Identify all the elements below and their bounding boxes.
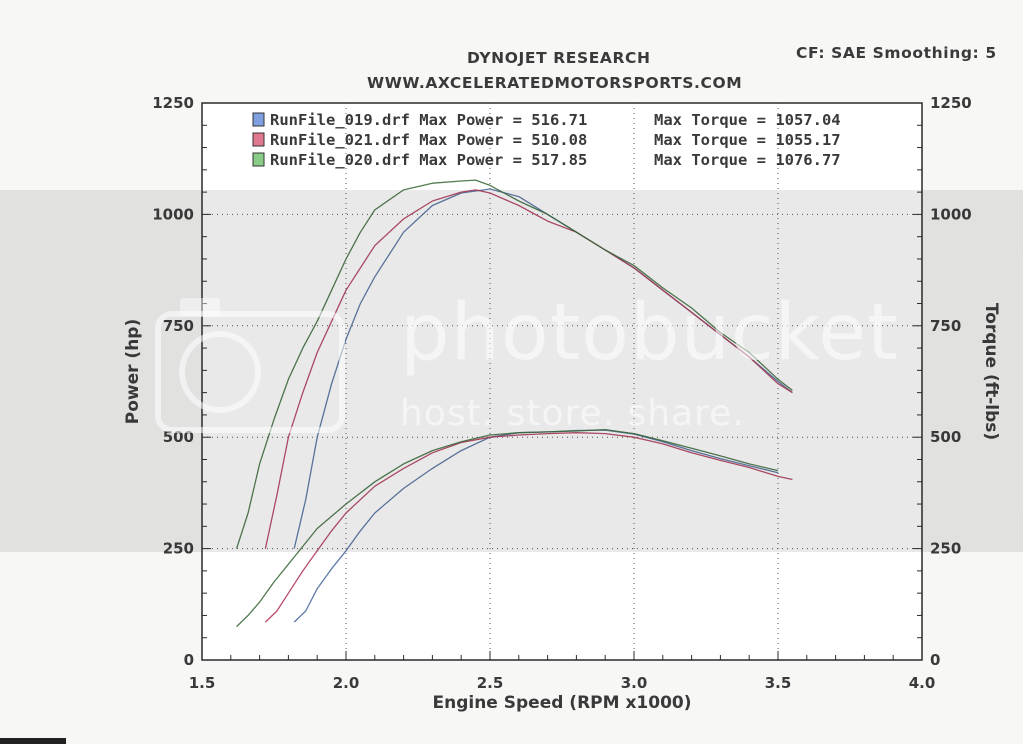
y-axis-title-right: Torque (ft-lbs) <box>981 303 1001 440</box>
legend-entry: RunFile_021.drf Max Power = 510.08 <box>270 131 587 149</box>
y-tick-label-right: 1250 <box>930 94 972 112</box>
y-tick-label-right: 250 <box>930 540 961 558</box>
x-tick-label: 2.5 <box>477 674 504 692</box>
y-tick-label-right: 750 <box>930 317 961 335</box>
y-tick-label-left: 500 <box>163 428 194 446</box>
series-line-power-2 <box>264 432 793 623</box>
scan-edge-mark <box>0 738 66 744</box>
y-tick-label-right: 1000 <box>930 205 972 223</box>
y-tick-label-right: 500 <box>930 428 961 446</box>
legend-swatch <box>252 132 265 147</box>
ticks-layer: 1.5 2.0 2.5 3.0 3.5 4.0 0 0 250 250 500 500 750 750 10… <box>152 94 972 692</box>
plot-frame <box>201 102 923 661</box>
x-axis-title: Engine Speed (RPM x1000) <box>432 693 691 713</box>
chart-title: DYNOJET RESEARCH <box>467 49 651 67</box>
legend-swatch <box>252 112 265 127</box>
y-axis-title-left: Power (hp) <box>123 319 143 425</box>
legend-entry: RunFile_020.drf Max Power = 517.85 <box>270 151 587 169</box>
legend-max-torque: Max Torque = 1055.17 <box>654 131 841 149</box>
x-tick-label: 3.5 <box>765 674 792 692</box>
y-tick-label-left: 1250 <box>152 94 194 112</box>
x-tick-label: 2.0 <box>333 674 360 692</box>
y-tick-label-left: 250 <box>163 540 194 558</box>
legend: RunFile_019.drf Max Power = 516.71 Max To… <box>252 111 841 169</box>
x-tick-label: 1.5 <box>189 674 216 692</box>
legend-max-torque: Max Torque = 1076.77 <box>654 151 841 169</box>
correction-factor-label: CF: SAE Smoothing: 5 <box>796 44 997 62</box>
series-line-power-3 <box>236 428 779 628</box>
x-tick-label: 4.0 <box>909 674 936 692</box>
watermark-brand: photobucket <box>400 288 899 378</box>
y-tick-label-left: 0 <box>184 651 194 669</box>
y-tick-label-left: 1000 <box>152 205 194 223</box>
legend-entry: RunFile_019.drf Max Power = 516.71 <box>270 111 587 129</box>
legend-max-torque: Max Torque = 1057.04 <box>654 111 841 129</box>
legend-swatch <box>252 152 265 167</box>
x-tick-label: 3.0 <box>621 674 648 692</box>
y-tick-label-left: 750 <box>163 317 194 335</box>
y-tick-label-right: 0 <box>930 651 940 669</box>
watermark-tagline: host. store. share. <box>400 393 745 434</box>
chart-subtitle: WWW.AXCELERATEDMOTORSPORTS.COM <box>367 74 743 92</box>
